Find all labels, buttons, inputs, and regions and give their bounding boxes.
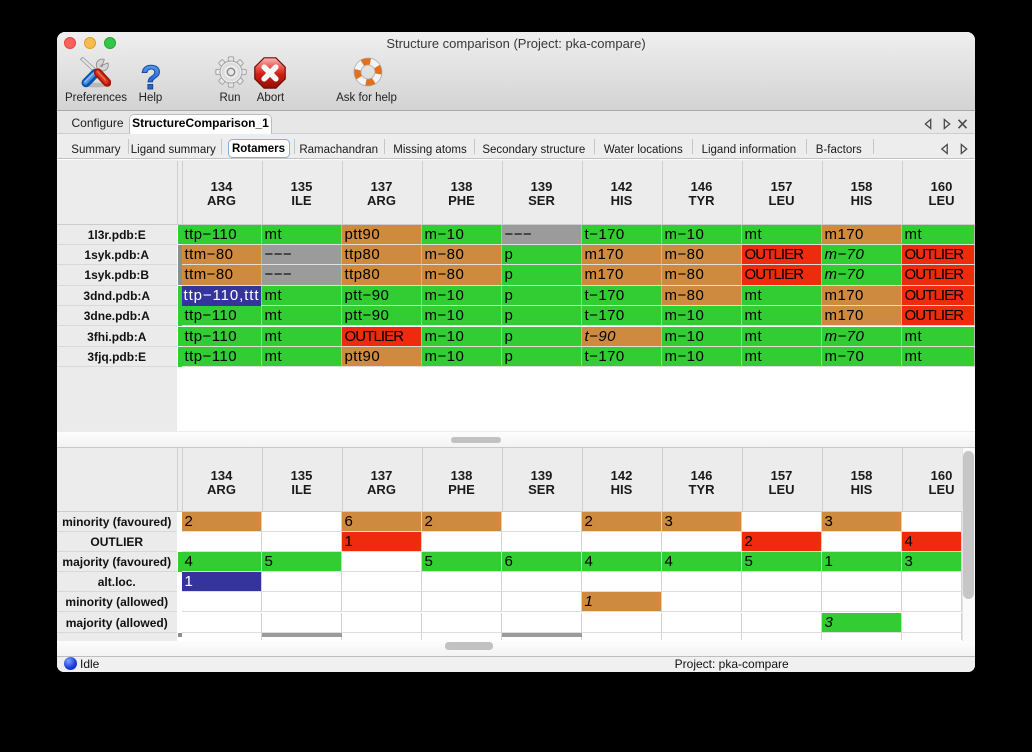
- svg-text:?: ?: [141, 59, 162, 92]
